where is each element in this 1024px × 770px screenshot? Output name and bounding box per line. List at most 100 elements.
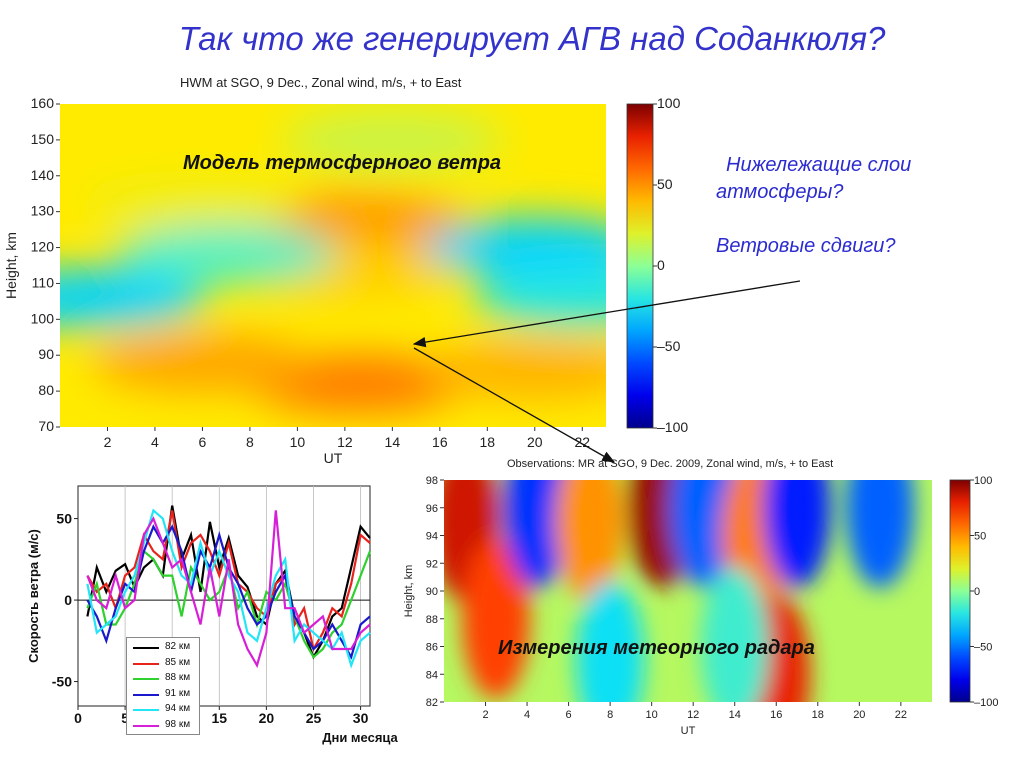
x-tick-label: 16 bbox=[770, 709, 782, 721]
x-tick-label: 18 bbox=[812, 709, 824, 721]
x-tick-label: 8 bbox=[246, 434, 254, 450]
hwm-overlay-label: Модель термосферного ветра bbox=[183, 152, 502, 174]
x-tick-label: 18 bbox=[480, 434, 496, 450]
x-tick-label: 20 bbox=[527, 434, 543, 450]
x-tick-label: 2 bbox=[104, 434, 112, 450]
colorbar-tick-label: 0 bbox=[974, 586, 980, 598]
legend-swatch bbox=[133, 724, 159, 727]
x-tick-label: 20 bbox=[259, 710, 275, 726]
legend-item: 88 км bbox=[131, 672, 197, 686]
y-tick-label: -50 bbox=[52, 674, 72, 690]
heatmap-blob bbox=[424, 217, 606, 278]
y-tick-label: 86 bbox=[426, 642, 438, 654]
annotation-text: Нижележащие слои атмосферы? Ветровые сдв… bbox=[716, 152, 911, 260]
hwm-heatmap-chart: 2 4 6 8 10 12 14 16 18 20 22 70 80 90 100 110 120 130 140 1… bbox=[3, 95, 688, 466]
colorbar-tick-label: –100 bbox=[657, 419, 688, 435]
y-tick-label: 94 bbox=[426, 531, 438, 543]
y-tick-label: 160 bbox=[31, 95, 55, 111]
colorbar-tick-label: 50 bbox=[974, 531, 986, 543]
legend-swatch bbox=[133, 647, 159, 649]
x-tick-label: 10 bbox=[290, 434, 306, 450]
x-axis-label: UT bbox=[681, 725, 696, 737]
y-tick-label: 140 bbox=[31, 167, 55, 183]
mr-heatmap-chart: 2 4 6 8 10 12 14 16 18 20 22 82 84 86 88 90 92 94 96 98 UT He… bbox=[403, 475, 998, 737]
x-tick-label: 22 bbox=[574, 434, 590, 450]
heatmap-blob bbox=[846, 480, 915, 588]
y-tick-label: 90 bbox=[38, 346, 54, 362]
y-tick-label: 100 bbox=[31, 310, 55, 326]
y-tick-label: 130 bbox=[31, 203, 55, 219]
colorbar-tick-label: 50 bbox=[657, 176, 673, 192]
y-tick-label: 96 bbox=[426, 503, 438, 515]
legend-item: 91 км bbox=[131, 688, 197, 702]
colorbar-tick-label: –50 bbox=[657, 338, 681, 354]
x-tick-label: 14 bbox=[729, 709, 741, 721]
hwm-chart-title: HWM at SGO, 9 Dec., Zonal wind, m/s, + t… bbox=[180, 75, 462, 90]
y-tick-label: 120 bbox=[31, 239, 55, 255]
heatmap-blob bbox=[700, 566, 769, 702]
x-tick-label: 25 bbox=[306, 710, 322, 726]
y-tick-label: 80 bbox=[38, 382, 54, 398]
y-tick-label: 98 bbox=[426, 475, 438, 487]
legend-item: 82 км bbox=[131, 641, 197, 655]
heatmap-blob bbox=[576, 580, 645, 702]
heatmap-blob bbox=[424, 339, 606, 400]
x-tick-label: 14 bbox=[385, 434, 401, 450]
y-tick-label: 70 bbox=[38, 418, 54, 434]
y-tick-label: 88 bbox=[426, 614, 438, 626]
annotation-line-1: Нижележащие слои bbox=[726, 154, 912, 176]
legend-swatch bbox=[133, 693, 159, 696]
legend-swatch bbox=[133, 678, 159, 680]
legend-label: 91 км bbox=[165, 687, 191, 699]
x-axis-label: Дни месяца bbox=[322, 730, 398, 745]
x-tick-label: 0 bbox=[74, 710, 82, 726]
legend-label: 82 км bbox=[165, 641, 191, 652]
legend-label: 88 км bbox=[165, 672, 191, 683]
x-tick-label: 5 bbox=[121, 710, 129, 726]
colorbar-tick-label: 0 bbox=[657, 257, 665, 273]
annotation-line-3: Ветровые сдвиги? bbox=[716, 235, 896, 257]
y-axis-label: Скорость ветра (м/с) bbox=[26, 529, 41, 663]
legend-swatch bbox=[133, 709, 159, 711]
annotation-line-2: атмосферы? bbox=[716, 181, 844, 203]
x-axis-label: UT bbox=[324, 450, 343, 466]
legend-swatch bbox=[133, 662, 159, 665]
x-tick-label: 4 bbox=[151, 434, 159, 450]
series-line bbox=[86, 510, 371, 652]
legend-item: 94 км bbox=[131, 703, 197, 717]
heatmap-blob bbox=[763, 480, 832, 588]
legend-label: 94 км bbox=[165, 703, 191, 714]
y-tick-label: 90 bbox=[426, 586, 438, 598]
x-tick-label: 6 bbox=[566, 709, 572, 721]
heatmap-blob bbox=[472, 267, 606, 328]
x-tick-label: 30 bbox=[353, 710, 369, 726]
x-tick-label: 22 bbox=[895, 709, 907, 721]
heatmap-blob bbox=[461, 538, 530, 699]
series-line bbox=[86, 508, 371, 669]
heatmap-blob bbox=[116, 224, 337, 285]
legend-label: 85 км bbox=[165, 656, 191, 668]
y-tick-label: 92 bbox=[426, 558, 438, 570]
legend-label: 98 км bbox=[165, 718, 191, 730]
y-tick-label: 0 bbox=[64, 592, 72, 608]
mr-overlay-label: Измерения метеорного радара bbox=[498, 637, 815, 659]
x-tick-label: 12 bbox=[687, 709, 699, 721]
heatmap-blob bbox=[60, 267, 206, 328]
series-line bbox=[86, 510, 371, 669]
colorbar-tick-label: 100 bbox=[974, 475, 992, 487]
slide-title: Так что же генерирует АГВ над Соданкюля? bbox=[178, 20, 886, 57]
heatmap-blob bbox=[555, 480, 624, 602]
x-tick-label: 15 bbox=[212, 710, 228, 726]
colorbar-tick-label: 100 bbox=[657, 95, 681, 111]
colorbar bbox=[949, 479, 971, 703]
x-tick-label: 8 bbox=[607, 709, 613, 721]
x-tick-label: 12 bbox=[337, 434, 353, 450]
y-tick-label: 150 bbox=[31, 131, 55, 147]
heatmap-field bbox=[444, 480, 932, 702]
heatmap-blob bbox=[282, 109, 503, 170]
x-tick-label: 20 bbox=[853, 709, 865, 721]
heatmap-blob bbox=[503, 480, 572, 588]
x-tick-label: 16 bbox=[432, 434, 448, 450]
y-tick-label: 50 bbox=[56, 511, 72, 527]
